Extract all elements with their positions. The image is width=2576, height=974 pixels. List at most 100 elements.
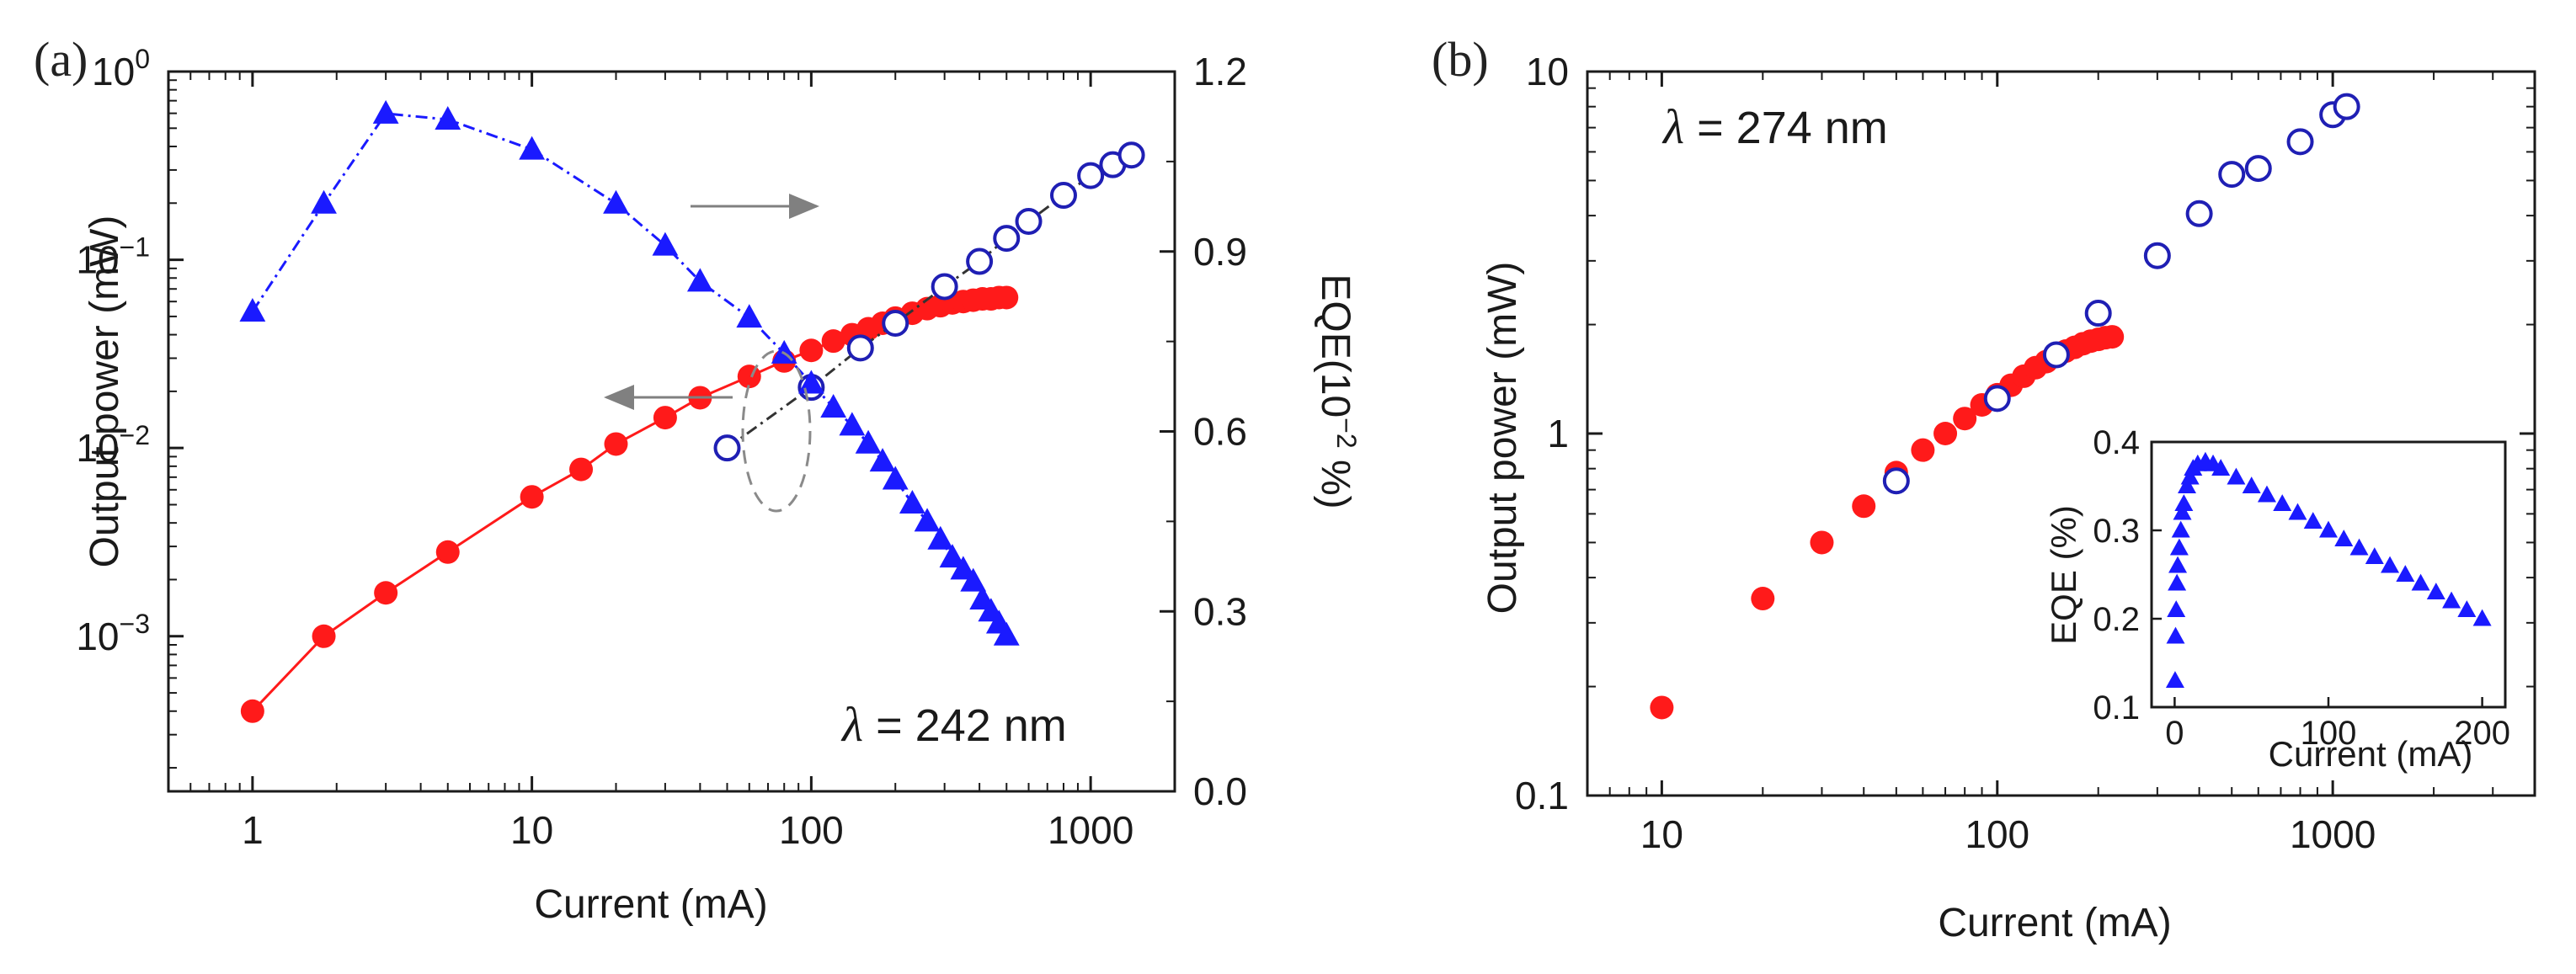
panel-b-inset-eqe-point (2171, 520, 2190, 538)
panel-b-x-tick-label: 100 (1965, 812, 2029, 856)
panel-a-open-point (1077, 162, 1105, 189)
panel-a-y-tick-label: 10−1 (76, 232, 150, 282)
panel-b-inset-x-tick-label: 100 (2301, 715, 2357, 752)
panel-a-eqe-point (855, 429, 882, 454)
panel-a-y-tick-label: 10−3 (76, 609, 150, 658)
panel-a-eqe-point (882, 466, 909, 490)
panel-b-inset-y-tick-label: 0.3 (2093, 513, 2140, 550)
panel-b-inset-eqe-point (2457, 600, 2477, 618)
panel-a-series-line-0 (251, 296, 1007, 712)
panel-a-red-point (821, 329, 845, 354)
panel-a-eqe-point (939, 544, 966, 568)
panel-a-eqe-point (820, 394, 847, 418)
panel-a-y2-tick-label: 0.6 (1193, 410, 1247, 454)
panel-a-eqe-point (686, 268, 713, 292)
panel-a-chart: (a) 1 10 100 1000 10−3 10−2 10−1 100 0.0 0.3 0.6 0.… (34, 32, 1362, 927)
panel-a-open-point (931, 273, 958, 301)
panel-b-inset-eqe-point (2165, 671, 2184, 689)
panel-a-y2-tick-label: 1.2 (1193, 50, 1247, 93)
panel-a-eqe-point (311, 189, 337, 214)
panel-a-y-tick-label: 100 (92, 44, 150, 93)
panel-b-inset-eqe-point (2365, 547, 2384, 565)
panel-a-open-point (1015, 207, 1043, 235)
panel-b-open-point (2185, 200, 2213, 227)
panel-b-inset-x-tick-label: 200 (2454, 715, 2510, 752)
panel-a-red-point (435, 540, 460, 564)
panel-a-x-tick-label: 1000 (1048, 808, 1133, 852)
panel-a-eqe-point (736, 304, 763, 328)
panel-a-y2-axis-title: EQE(10−2 %) (1313, 274, 1362, 508)
panel-a-eqe-point (839, 412, 866, 436)
panel-b-open-point (2218, 161, 2246, 189)
panel-a-y2-tick-label: 0.9 (1193, 230, 1247, 274)
panel-b-inset-eqe-point (2273, 494, 2292, 512)
panel-b-inset-eqe-point (2472, 609, 2492, 626)
panel-a-series (239, 99, 1145, 723)
panel-b-y-tick-label: 10 (1526, 50, 1569, 93)
panel-b-x-tick-label: 1000 (2290, 812, 2376, 856)
panel-b-inset-eqe-point (2303, 512, 2323, 530)
panel-b-open-point (2143, 242, 2171, 269)
panel-b-red-point (1933, 422, 1958, 445)
panel-b-inset-eqe-point (2180, 467, 2200, 485)
panel-b-red-point (2100, 325, 2125, 349)
panel-b-inset-eqe-point (2257, 485, 2276, 503)
panel-b-open-point (1983, 385, 2011, 412)
panel-a-x-tick-label: 100 (779, 808, 844, 852)
panel-b-y-tick-label: 0.1 (1515, 774, 1569, 817)
panel-b-inset-series (2165, 451, 2492, 689)
panel-b-inset-eqe-point (2211, 459, 2231, 476)
panel-b-inset-eqe-point (2426, 583, 2445, 600)
panel-b-inset-eqe-point (2168, 556, 2188, 573)
panel-a-wavelength-annotation: λ = 242 nm (840, 697, 1067, 752)
panel-a-eqe-point (950, 556, 977, 580)
panel-a-eqe-point (372, 99, 399, 124)
panel-a-open-point (713, 434, 741, 462)
panel-a-eqe-point (993, 621, 1020, 646)
panel-a-open-point (882, 309, 909, 337)
panel-b-inset-chart: 0 100 200 0.1 0.2 0.3 0.4 EQE (%) Current (mA) (2044, 424, 2510, 774)
panel-a-axes: 1 10 100 1000 10−3 10−2 10−1 100 0.0 0.3 0.6 0.9 1.2 (76, 44, 1247, 852)
panel-b-open-point (2286, 128, 2314, 156)
panel-b-red-point (1751, 587, 1775, 611)
panel-a-red-point (799, 338, 824, 363)
panel-a-eqe-point (927, 525, 954, 550)
panel-b-inset-eqe-point (2166, 626, 2185, 644)
panel-b-inset-x-axis-title: Current (mA) (2269, 734, 2473, 774)
panel-a-open-point (1049, 182, 1077, 210)
panel-a-y-axis-title: Output power (mW) (83, 216, 127, 568)
panel-a-x-tick-label: 10 (510, 808, 553, 852)
panel-b-inset-eqe-point (2167, 600, 2186, 618)
panel-a-open-point (966, 247, 994, 275)
panel-b-wavelength-annotation: λ = 274 nm (1661, 99, 1888, 154)
panel-b-inset-eqe-point (2227, 467, 2246, 485)
panel-b-open-point (2333, 93, 2360, 120)
panel-b-x-tick-label: 10 (1640, 812, 1683, 856)
panel-a-label: (a) (34, 32, 88, 87)
panel-b-inset-eqe-point (2411, 573, 2430, 591)
panel-a-series-line-2 (251, 112, 1008, 636)
panel-a-x-axis-title: Current (mA) (534, 882, 767, 927)
panel-a-x-tick-label: 1 (242, 808, 264, 852)
panel-a-eqe-point (239, 298, 266, 322)
panel-a-red-point (520, 485, 544, 509)
panel-b-inset-y-tick-label: 0.1 (2093, 689, 2140, 727)
panel-a-eqe-point (914, 508, 941, 532)
panel-a-eqe-point (869, 448, 896, 472)
panel-a-eqe-point (960, 567, 987, 592)
panel-b-inset-axes: 0 100 200 0.1 0.2 0.3 0.4 (2093, 424, 2510, 752)
panel-b-red-point (1852, 494, 1876, 519)
panel-b-inset-eqe-point (2173, 503, 2192, 520)
panel-a-y-tick-label: 10−2 (76, 420, 150, 470)
panel-a-eqe-point (899, 490, 925, 514)
panel-b-open-point (1882, 467, 1910, 495)
panel-a-y2-tick-label: 0.0 (1193, 769, 1247, 813)
panel-b-inset-frame (2150, 440, 2507, 709)
panel-b-inset-y-tick-label: 0.4 (2093, 424, 2140, 461)
panel-a-red-point (374, 581, 398, 605)
panel-b-inset-eqe-point (2288, 503, 2307, 520)
panel-b-red-point (1953, 407, 1977, 431)
